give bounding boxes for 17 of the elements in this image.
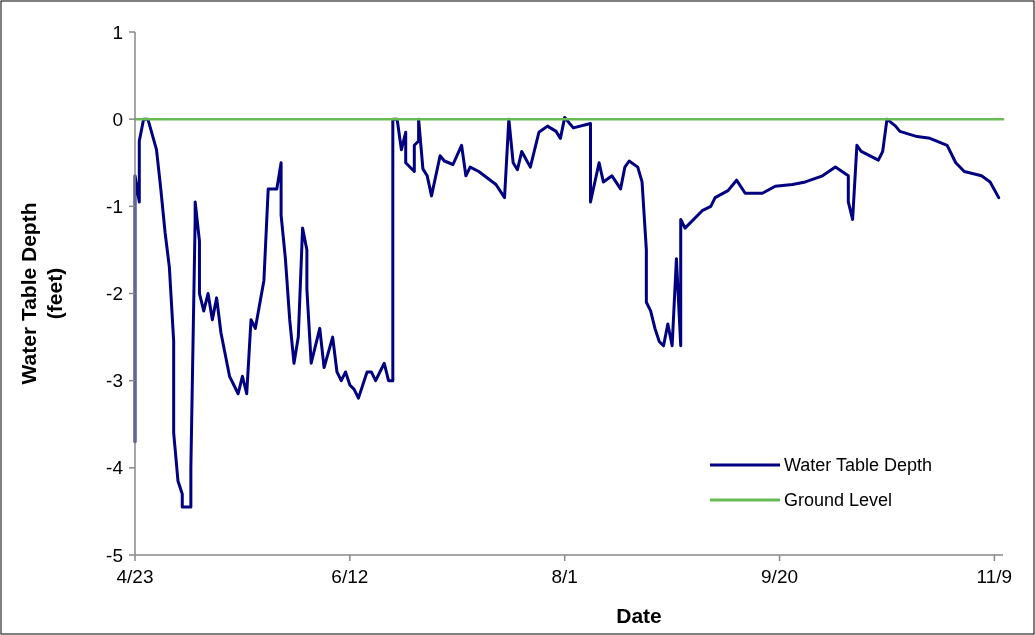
x-tick-label: 4/23 (116, 566, 154, 587)
y-tick-label: -1 (106, 195, 123, 217)
x-tick-label: 11/9 (976, 566, 1013, 587)
x-axis-title: Date (616, 604, 662, 627)
y-axis-title: Water Table Depth (feet) (17, 202, 66, 385)
y-tick-label: -2 (106, 283, 123, 305)
line-series (133, 115, 1001, 509)
x-tick-label: 8/1 (551, 566, 578, 587)
y-tick-label: -5 (106, 544, 123, 566)
legend-label: Ground Level (784, 490, 893, 511)
y-tick-label: -3 (106, 370, 123, 392)
y-tick-label: -4 (106, 457, 124, 479)
y-tick-label: 0 (112, 108, 123, 130)
x-tick-label: 6/12 (331, 566, 369, 587)
x-tick-label: 9/20 (761, 566, 799, 587)
legend-label: Water Table Depth (784, 455, 933, 476)
y-tick-label: 1 (112, 21, 123, 43)
